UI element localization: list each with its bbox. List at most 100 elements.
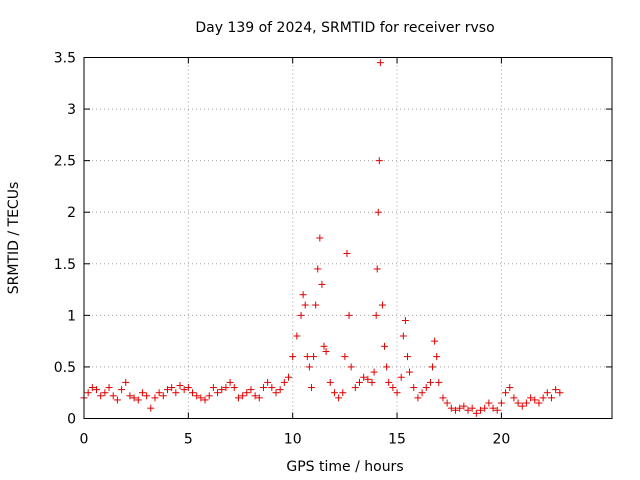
data-point	[518, 402, 526, 410]
data-point	[151, 394, 159, 402]
data-point	[514, 399, 522, 407]
data-point	[180, 386, 188, 394]
data-point	[205, 392, 213, 400]
data-point	[345, 311, 353, 319]
data-point	[422, 384, 430, 392]
data-point	[543, 389, 551, 397]
y-tick-label: 3	[67, 102, 76, 118]
x-axis-title: GPS time / hours	[286, 459, 403, 475]
data-point	[468, 404, 476, 412]
data-point	[163, 386, 171, 394]
data-point	[264, 378, 272, 386]
data-point	[84, 389, 92, 397]
data-point	[176, 381, 184, 389]
data-point	[447, 404, 455, 412]
y-tick-label: 2.5	[54, 154, 76, 170]
data-point	[193, 392, 201, 400]
data-point	[218, 386, 226, 394]
data-point	[299, 291, 307, 299]
data-point	[201, 396, 209, 404]
data-point	[285, 373, 293, 381]
data-point	[335, 394, 343, 402]
data-point	[155, 389, 163, 397]
data-point	[101, 389, 109, 397]
data-point	[307, 384, 315, 392]
data-point	[143, 392, 151, 400]
data-point	[330, 389, 338, 397]
data-point	[88, 384, 96, 392]
data-point	[255, 394, 263, 402]
x-tick-label: 5	[184, 432, 193, 448]
data-point	[159, 392, 167, 400]
data-point	[443, 399, 451, 407]
data-point	[414, 394, 422, 402]
data-point	[276, 386, 284, 394]
data-point	[360, 373, 368, 381]
data-point	[113, 396, 121, 404]
x-tick-label: 15	[388, 432, 406, 448]
data-point	[320, 342, 328, 350]
data-point	[552, 386, 560, 394]
data-point	[172, 389, 180, 397]
data-point	[168, 384, 176, 392]
data-point	[418, 389, 426, 397]
data-point	[381, 342, 389, 350]
data-point	[214, 389, 222, 397]
y-tick-label: 0	[67, 412, 76, 428]
data-point	[368, 378, 376, 386]
data-point	[435, 378, 443, 386]
y-axis-title: SRMTID / TECUs	[6, 182, 22, 295]
data-point	[433, 353, 441, 361]
data-point	[372, 311, 380, 319]
data-point	[439, 394, 447, 402]
data-point	[138, 389, 146, 397]
data-point	[122, 378, 130, 386]
data-point	[312, 301, 320, 309]
data-point	[429, 363, 437, 371]
data-points	[80, 59, 564, 417]
data-point	[460, 402, 468, 410]
data-point	[506, 384, 514, 392]
data-point	[343, 249, 351, 257]
data-point	[378, 301, 386, 309]
data-point	[406, 368, 414, 376]
data-point	[189, 389, 197, 397]
data-point	[272, 389, 280, 397]
data-point	[510, 394, 518, 402]
y-tick-label: 2	[67, 205, 76, 221]
data-point	[243, 389, 251, 397]
data-point	[403, 353, 411, 361]
data-point	[230, 384, 238, 392]
data-point	[118, 386, 126, 394]
data-point	[251, 392, 259, 400]
data-point	[376, 59, 384, 67]
data-point	[472, 409, 480, 417]
plot-frame	[83, 57, 613, 419]
data-point	[247, 386, 255, 394]
y-tick-label: 0.5	[54, 360, 76, 376]
data-point	[318, 280, 326, 288]
data-point	[401, 317, 409, 325]
data-point	[456, 404, 464, 412]
data-point	[556, 389, 564, 397]
data-point	[389, 384, 397, 392]
data-point	[451, 406, 459, 414]
data-point	[301, 301, 309, 309]
data-point	[502, 389, 510, 397]
data-point	[464, 406, 472, 414]
data-point	[197, 394, 205, 402]
data-point	[259, 384, 267, 392]
data-point	[239, 392, 247, 400]
data-point	[347, 363, 355, 371]
data-point	[303, 353, 311, 361]
data-point	[147, 404, 155, 412]
data-point	[209, 384, 217, 392]
data-point	[493, 406, 501, 414]
data-point	[373, 265, 381, 273]
data-point	[93, 386, 101, 394]
data-point	[374, 208, 382, 216]
data-point	[289, 353, 297, 361]
y-tick-label: 1	[67, 308, 76, 324]
data-point	[234, 394, 242, 402]
data-point	[547, 394, 555, 402]
